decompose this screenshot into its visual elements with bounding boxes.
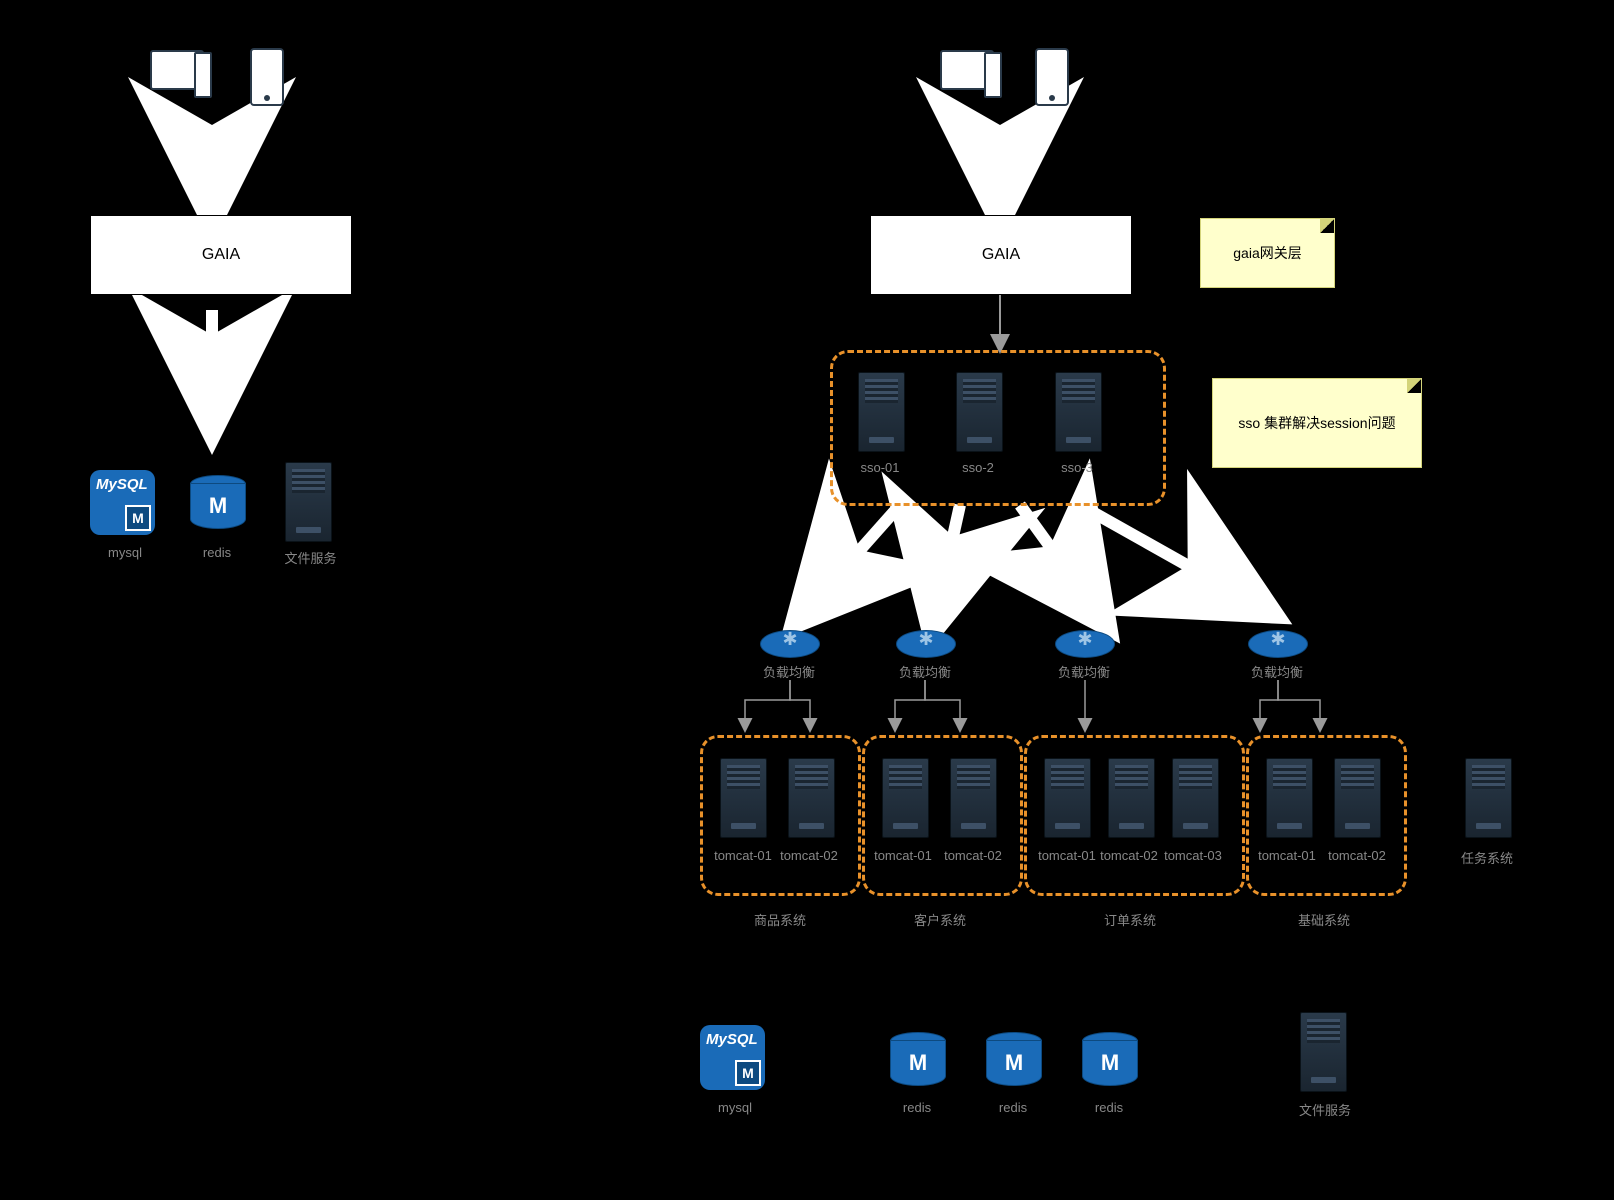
lb-icon (896, 630, 956, 658)
gaia-label: GAIA (982, 246, 1020, 264)
gaia-box-right: GAIA (870, 215, 1132, 295)
redis-icon: M (986, 1032, 1042, 1086)
sso-label: sso-2 (948, 460, 1008, 475)
file-server-icon (1300, 1012, 1347, 1092)
note-sso-text: sso 集群解决session问题 (1238, 413, 1395, 433)
task-system-label: 任务系统 (1452, 848, 1522, 867)
mysql-label: mysql (710, 1100, 760, 1115)
lb-label: 负载均衡 (1246, 662, 1308, 681)
tomcat-server-icon (1108, 758, 1155, 838)
note-gateway: gaia网关层 (1200, 218, 1335, 288)
lb-icon (1248, 630, 1308, 658)
tomcat-server-icon (950, 758, 997, 838)
sso-label: sso-01 (850, 460, 910, 475)
file-server-icon (285, 462, 332, 542)
note-gateway-text: gaia网关层 (1233, 243, 1301, 263)
redis-label: redis (192, 545, 242, 560)
task-server-icon (1465, 758, 1512, 838)
redis-icon: M (190, 475, 246, 529)
mysql-icon: MySQL (700, 1025, 765, 1090)
redis-label: redis (892, 1100, 942, 1115)
tomcat-server-icon (1044, 758, 1091, 838)
note-sso: sso 集群解决session问题 (1212, 378, 1422, 468)
redis-icon: M (1082, 1032, 1138, 1086)
tomcat-server-icon (1266, 758, 1313, 838)
lb-label: 负载均衡 (758, 662, 820, 681)
tomcat-server-icon (1334, 758, 1381, 838)
tomcat-label: tomcat-02 (940, 848, 1006, 863)
tomcat-label: tomcat-01 (870, 848, 936, 863)
cluster-name: 商品系统 (740, 910, 820, 929)
gaia-label: GAIA (202, 246, 240, 264)
connectors (0, 0, 1614, 1200)
tomcat-label: tomcat-02 (1324, 848, 1390, 863)
tomcat-server-icon (1172, 758, 1219, 838)
client-phone-icon (250, 48, 284, 106)
tomcat-label: tomcat-01 (710, 848, 776, 863)
client-phone-icon (1035, 48, 1069, 106)
sso-server-icon (1055, 372, 1102, 452)
tomcat-label: tomcat-01 (1254, 848, 1320, 863)
diagram-canvas: GAIA MySQL mysql M redis 文件服务 GAIA gaia网… (0, 0, 1614, 1200)
client-desktop-icon (940, 50, 1002, 100)
cluster-name: 基础系统 (1284, 910, 1364, 929)
sso-label: sso-3 (1047, 460, 1107, 475)
tomcat-label: tomcat-02 (776, 848, 842, 863)
file-service-label: 文件服务 (1290, 1100, 1360, 1119)
mysql-label: mysql (100, 545, 150, 560)
redis-label: redis (988, 1100, 1038, 1115)
tomcat-label: tomcat-03 (1160, 848, 1226, 863)
cluster-name: 订单系统 (1090, 910, 1170, 929)
tomcat-label: tomcat-02 (1096, 848, 1162, 863)
mysql-icon: MySQL (90, 470, 155, 535)
gaia-box-left: GAIA (90, 215, 352, 295)
tomcat-server-icon (788, 758, 835, 838)
lb-icon (760, 630, 820, 658)
cluster-name: 客户系统 (900, 910, 980, 929)
tomcat-server-icon (882, 758, 929, 838)
lb-label: 负载均衡 (894, 662, 956, 681)
lb-label: 负载均衡 (1053, 662, 1115, 681)
file-service-label: 文件服务 (278, 548, 343, 567)
tomcat-server-icon (720, 758, 767, 838)
sso-server-icon (956, 372, 1003, 452)
redis-label: redis (1084, 1100, 1134, 1115)
redis-icon: M (890, 1032, 946, 1086)
tomcat-label: tomcat-01 (1034, 848, 1100, 863)
sso-server-icon (858, 372, 905, 452)
lb-icon (1055, 630, 1115, 658)
client-desktop-icon (150, 50, 212, 100)
